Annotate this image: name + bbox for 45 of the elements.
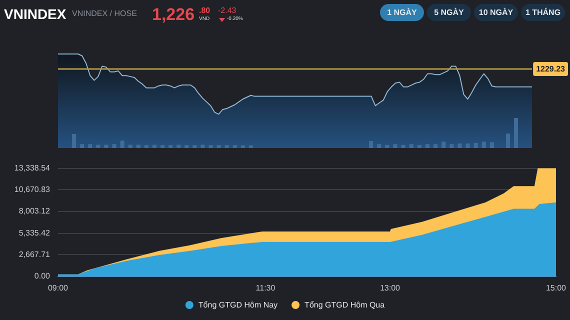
y-tick-label: 10,670.83 bbox=[14, 185, 51, 194]
bar bbox=[104, 144, 108, 148]
text: 1 NGÀY bbox=[380, 4, 424, 21]
x-tick-label: 13:00 bbox=[380, 284, 401, 292]
bar bbox=[96, 144, 100, 148]
bar bbox=[192, 144, 197, 148]
bar bbox=[184, 144, 189, 148]
bar bbox=[128, 144, 132, 148]
y-tick-label: 13,338.54 bbox=[14, 164, 51, 172]
bar bbox=[176, 144, 181, 148]
text: VNINDEX / HOSE bbox=[72, 9, 137, 18]
y-tick-label: 0.00 bbox=[34, 272, 51, 280]
text: 5 NGÀY bbox=[427, 4, 471, 21]
bar bbox=[88, 144, 92, 148]
x-tick-label: 11:30 bbox=[256, 284, 276, 292]
x-tick-label: 09:00 bbox=[48, 284, 69, 292]
bar bbox=[152, 144, 156, 148]
y-tick-label: 5,335.42 bbox=[18, 228, 51, 238]
y-tick-label: 8,003.12 bbox=[18, 206, 51, 216]
text: -2.43 bbox=[218, 6, 236, 15]
bar bbox=[200, 144, 205, 148]
bar bbox=[248, 144, 253, 148]
bar bbox=[136, 144, 140, 148]
bar bbox=[80, 144, 84, 148]
bar bbox=[232, 144, 237, 148]
y-tick-label: 2,667.71 bbox=[18, 250, 51, 259]
text: 1 THÁNG bbox=[521, 4, 565, 21]
text: VNINDEX bbox=[4, 6, 66, 22]
bar bbox=[144, 144, 148, 148]
bar bbox=[160, 144, 165, 148]
legend-label: Tổng GTGD Hôm Qua bbox=[304, 300, 386, 310]
x-tick-label: 15:00 bbox=[546, 284, 567, 292]
bar bbox=[240, 144, 245, 148]
bar bbox=[112, 144, 116, 148]
text: .80 bbox=[199, 6, 210, 15]
bar bbox=[208, 144, 213, 148]
bar bbox=[216, 144, 221, 148]
legend-label: Tổng GTGD Hôm Nay bbox=[198, 300, 278, 310]
bar bbox=[120, 140, 124, 148]
bar bbox=[224, 144, 229, 148]
bar bbox=[168, 144, 173, 148]
text: 1229.23 bbox=[536, 64, 566, 74]
bar bbox=[72, 134, 76, 148]
text: 1,226 bbox=[152, 5, 195, 25]
text: 10 NGÀY bbox=[474, 4, 518, 21]
